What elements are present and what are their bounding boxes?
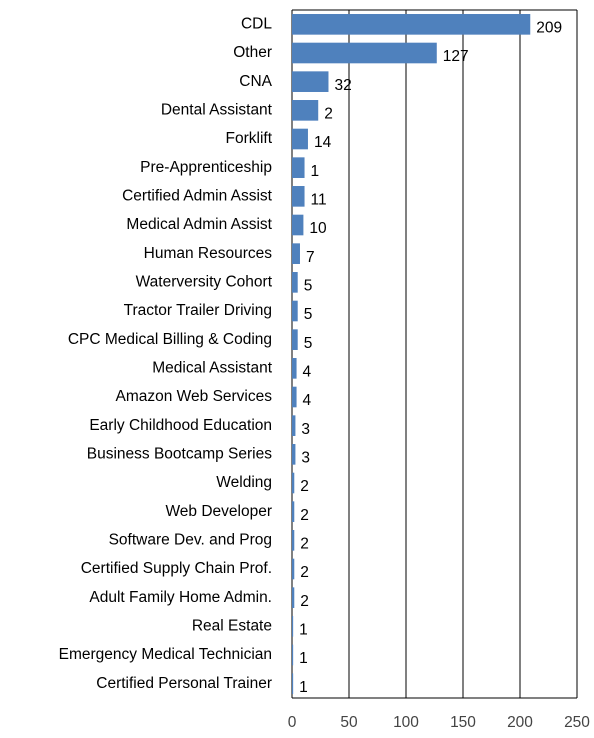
x-tick-label: 250 xyxy=(564,714,590,731)
data-label: 3 xyxy=(301,421,310,438)
data-label: 14 xyxy=(314,134,332,151)
bar xyxy=(292,472,295,494)
bar xyxy=(292,128,308,150)
y-tick-label: Tractor Trailer Driving xyxy=(124,302,272,319)
bar xyxy=(292,42,437,64)
bar xyxy=(292,673,294,694)
bar xyxy=(292,587,295,608)
y-tick-label: Forklift xyxy=(226,130,273,147)
y-tick-label: Human Resources xyxy=(144,245,273,262)
y-tick-label: Certified Supply Chain Prof. xyxy=(81,560,272,577)
bar xyxy=(292,501,295,522)
data-label: 5 xyxy=(304,306,313,323)
y-tick-label: Medical Admin Assist xyxy=(126,216,272,233)
bar xyxy=(292,71,329,92)
bar xyxy=(292,157,305,178)
y-tick-label: Web Developer xyxy=(165,503,272,520)
bar xyxy=(292,300,298,322)
y-tick-label: CNA xyxy=(239,73,272,90)
data-label: 5 xyxy=(304,277,313,294)
bar xyxy=(292,100,319,121)
y-tick-label: Medical Assistant xyxy=(152,359,272,376)
x-tick-label: 0 xyxy=(288,714,297,731)
data-label: 10 xyxy=(309,220,327,237)
data-label: 4 xyxy=(303,363,312,380)
data-label: 127 xyxy=(443,48,469,65)
data-label: 3 xyxy=(301,449,310,466)
bar xyxy=(292,243,300,264)
x-tick-label: 100 xyxy=(393,714,419,731)
y-tick-label: Certified Admin Assist xyxy=(122,187,273,204)
bar xyxy=(292,214,304,236)
data-label: 4 xyxy=(303,392,312,409)
bar xyxy=(292,14,531,35)
data-label: 2 xyxy=(300,478,309,495)
y-tick-label: Early Childhood Education xyxy=(89,417,272,434)
y-tick-label: Welding xyxy=(216,474,272,491)
bar xyxy=(292,386,297,408)
data-label: 7 xyxy=(306,249,315,266)
data-label: 2 xyxy=(300,593,309,610)
x-tick-label: 150 xyxy=(450,714,476,731)
data-label: 209 xyxy=(536,19,562,36)
bar xyxy=(292,616,294,637)
x-tick-label: 200 xyxy=(507,714,533,731)
data-label: 5 xyxy=(304,335,313,352)
y-tick-label: CPC Medical Billing & Coding xyxy=(68,331,272,348)
data-label: 2 xyxy=(300,535,309,552)
data-label: 1 xyxy=(299,650,308,667)
y-tick-label: Other xyxy=(233,44,272,61)
bar xyxy=(292,329,298,350)
data-label: 11 xyxy=(311,191,327,208)
y-tick-label: Software Dev. and Prog xyxy=(109,531,272,548)
bar xyxy=(292,186,305,207)
bar xyxy=(292,272,298,293)
data-label: 2 xyxy=(300,564,309,581)
y-tick-label: CDL xyxy=(241,15,272,32)
bar xyxy=(292,558,295,580)
y-tick-label: Waterversity Cohort xyxy=(136,273,273,290)
y-tick-label: Business Bootcamp Series xyxy=(87,445,272,462)
data-label: 1 xyxy=(299,679,308,696)
data-label: 1 xyxy=(299,621,308,638)
bar xyxy=(292,415,296,436)
bar xyxy=(292,444,296,465)
bar xyxy=(292,644,294,666)
data-label: 1 xyxy=(311,163,320,180)
y-tick-label: Amazon Web Services xyxy=(116,388,273,405)
y-tick-label: Adult Family Home Admin. xyxy=(89,589,272,606)
data-label: 2 xyxy=(324,105,333,122)
data-label: 2 xyxy=(300,507,309,524)
y-tick-label: Certified Personal Trainer xyxy=(96,675,272,692)
y-tick-label: Emergency Medical Technician xyxy=(59,646,272,663)
bar xyxy=(292,358,297,379)
y-tick-label: Dental Assistant xyxy=(161,101,273,118)
bar xyxy=(292,530,295,551)
x-tick-label: 50 xyxy=(340,714,358,731)
data-label: 32 xyxy=(334,77,351,94)
y-tick-label: Pre-Apprenticeship xyxy=(140,159,272,176)
y-tick-label: Real Estate xyxy=(192,617,272,634)
